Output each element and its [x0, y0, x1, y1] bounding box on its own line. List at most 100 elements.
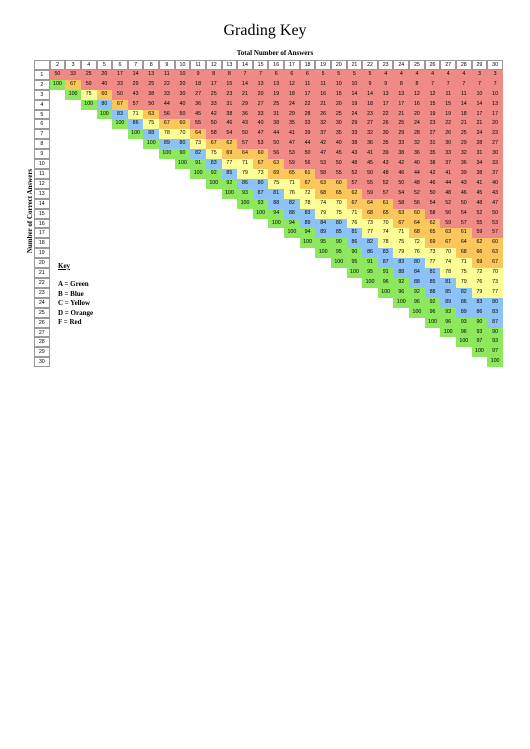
grade-cell: 89: [440, 297, 456, 308]
grade-cell: 57: [346, 178, 363, 189]
grade-cell: 38: [424, 159, 441, 169]
grade-cell: 50: [424, 188, 441, 199]
grade-cell: 70: [330, 198, 347, 209]
grade-cell: 43: [237, 119, 253, 130]
grade-cell: 79: [237, 169, 253, 179]
grade-cell: 58: [205, 129, 222, 140]
column-header: 5: [96, 60, 113, 70]
grade-cell: 87: [377, 258, 394, 269]
grade-cell: 88: [143, 129, 160, 140]
grade-cell: 55: [362, 178, 378, 189]
grade-cell: 5: [346, 69, 363, 80]
grade-cell: 28: [299, 109, 316, 120]
grade-cell: 47: [315, 149, 331, 160]
grade-cell: 43: [346, 149, 363, 160]
grade-cell: 58: [424, 208, 441, 219]
grade-cell: 83: [471, 297, 488, 308]
grade-cell: 70: [440, 248, 456, 259]
row-header: 13: [34, 188, 50, 199]
grade-cell: 59: [362, 188, 378, 199]
grade-cell: 73: [424, 248, 441, 259]
row-header: 29: [34, 347, 50, 358]
grade-cell: 33: [252, 109, 269, 120]
grade-cell: 45: [362, 159, 378, 169]
grade-cell: 78: [377, 238, 394, 249]
grade-cell: 33: [487, 159, 503, 169]
grade-cell: 27: [487, 139, 503, 150]
grade-cell: 96: [440, 317, 456, 328]
grade-cell: 92: [205, 169, 222, 179]
grade-cell: 56: [299, 159, 316, 169]
grade-cell: 26: [440, 129, 456, 140]
grade-cell: 50: [393, 178, 410, 189]
grade-cell: 100: [237, 198, 253, 209]
grade-cell: 40: [487, 178, 503, 189]
row-header: 3: [34, 89, 50, 100]
key-line-c: C = Yellow: [58, 299, 91, 307]
grade-cell: 31: [268, 109, 285, 120]
grade-cell: 53: [252, 139, 269, 150]
grade-cell: 100: [252, 208, 269, 219]
grade-cell: 4: [377, 69, 394, 80]
grade-cell: 5: [362, 69, 378, 80]
grade-cell: 72: [299, 188, 316, 199]
grade-cell: 87: [252, 188, 269, 199]
grade-cell: 95: [362, 268, 378, 279]
grade-cell: 93: [252, 198, 269, 209]
grade-cell: 76: [409, 248, 425, 259]
grade-cell: 15: [330, 89, 347, 100]
grade-cell: 50: [80, 79, 97, 90]
grade-cell: 6: [284, 69, 300, 80]
grade-cell: 25: [393, 119, 410, 130]
grade-cell: 12: [409, 89, 425, 100]
grade-cell: 60: [96, 89, 113, 100]
grade-cell: 18: [284, 89, 300, 100]
grade-cell: 45: [330, 149, 347, 160]
grade-cell: 38: [221, 109, 238, 120]
column-header: 20: [330, 60, 347, 70]
grade-cell: 77: [221, 159, 238, 169]
grade-cell: 44: [268, 129, 285, 140]
page-title: Grading Key: [223, 22, 307, 39]
grade-cell: 100: [393, 297, 410, 308]
grade-cell: 14: [127, 69, 144, 80]
grade-cell: 24: [346, 109, 363, 120]
grade-cell: 24: [471, 129, 488, 140]
grade-cell: 100: [174, 159, 191, 169]
grade-cell: 93: [487, 337, 503, 348]
grade-cell: 64: [362, 198, 378, 209]
grade-cell: 43: [456, 178, 472, 189]
grade-cell: 36: [456, 159, 472, 169]
column-header: 18: [299, 60, 316, 70]
grade-cell: 81: [268, 188, 285, 199]
grade-cell: 54: [393, 188, 410, 199]
grade-cell: 11: [456, 89, 472, 100]
grade-cell: 88: [424, 287, 441, 298]
grade-cell: 14: [237, 79, 253, 90]
grade-cell: 50: [330, 159, 347, 169]
grade-cell: 71: [346, 208, 363, 219]
grade-cell: 70: [174, 129, 191, 140]
grade-cell: 10: [330, 79, 347, 90]
column-header: 9: [159, 60, 175, 70]
grade-cell: 44: [409, 169, 425, 179]
column-header: 14: [237, 60, 253, 70]
grade-cell: 60: [487, 238, 503, 249]
grade-cell: 14: [471, 99, 488, 110]
grade-cell: 93: [456, 317, 472, 328]
grade-cell: 100: [190, 169, 206, 179]
grade-cell: 35: [377, 139, 394, 150]
grade-cell: 67: [65, 79, 81, 90]
grade-cell: 96: [424, 307, 441, 318]
grade-cell: 50: [49, 69, 66, 80]
grade-cell: 62: [221, 139, 238, 150]
grade-cell: 95: [330, 248, 347, 259]
grade-cell: 25: [268, 99, 285, 110]
grade-cell: 11: [440, 89, 456, 100]
grade-cell: 63: [268, 159, 285, 169]
grade-cell: 96: [377, 278, 394, 288]
grade-cell: 64: [456, 238, 472, 249]
grade-cell: 100: [440, 327, 456, 338]
grade-cell: 47: [284, 139, 300, 150]
grade-cell: 100: [409, 307, 425, 318]
